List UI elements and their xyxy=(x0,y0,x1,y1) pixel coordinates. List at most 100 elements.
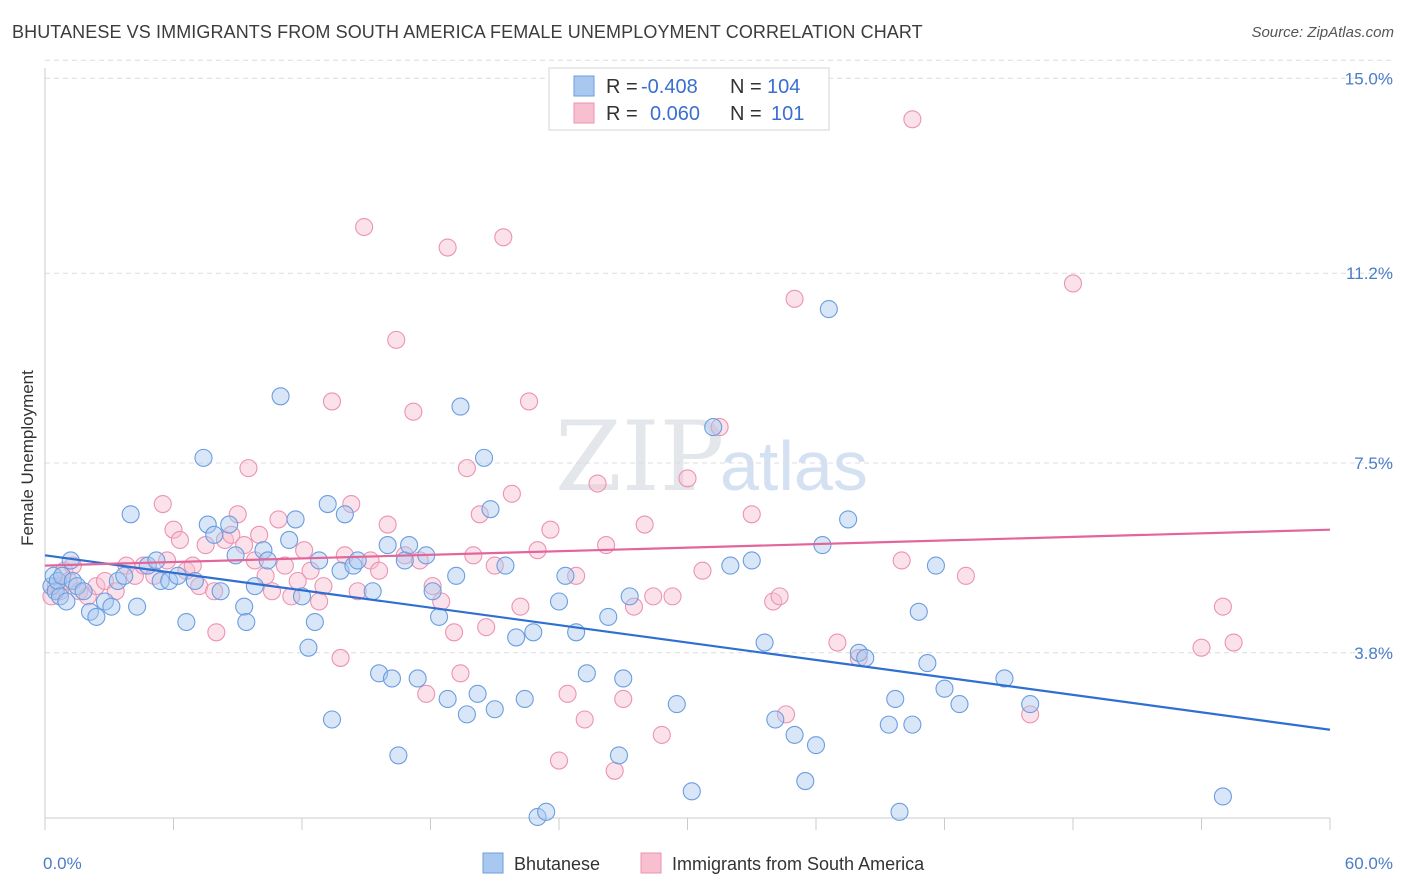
immigrants-point-81 xyxy=(635,515,654,534)
y-tick-label-2: 11.2% xyxy=(1346,264,1393,283)
immigrants-point-24 xyxy=(207,623,226,642)
bhutanese-point-74 xyxy=(537,802,556,821)
bhutanese-point-37 xyxy=(271,387,290,406)
bhutanese-point-64 xyxy=(457,705,476,724)
bhutanese-point-99 xyxy=(886,689,905,709)
immigrants-point-74 xyxy=(567,566,586,585)
bhutanese-point-73 xyxy=(528,807,547,827)
immigrants-point-64 xyxy=(477,618,496,637)
x-tick-label-0: 0.0% xyxy=(43,854,82,873)
axes xyxy=(44,68,1331,830)
bhutanese-point-20 xyxy=(147,551,166,570)
bhutanese-point-50 xyxy=(363,582,382,601)
bhutanese-point-76 xyxy=(556,566,575,585)
immigrants-point-16 xyxy=(158,551,177,570)
immigrants-point-69 xyxy=(519,392,539,411)
bhutanese-point-83 xyxy=(667,695,686,714)
bhutanese-point-23 xyxy=(168,566,187,585)
immigrants-point-87 xyxy=(710,418,729,437)
immigrants-point-102 xyxy=(1224,633,1243,652)
bhutanese-point-90 xyxy=(785,725,804,744)
immigrants-point-95 xyxy=(892,551,911,570)
bhutanese-point-32 xyxy=(235,597,254,616)
bhutanese-point-103 xyxy=(918,654,937,673)
immigrants-point-78 xyxy=(605,761,624,780)
y-tick-labels: 3.8% 7.5% 11.2% 15.0% xyxy=(1345,69,1393,663)
bhutanese-point-82 xyxy=(620,587,639,606)
legend-bottom: Bhutanese Immigrants from South America xyxy=(482,852,925,874)
legend-bottom-label-immigrants: Immigrants from South America xyxy=(672,854,925,874)
immigrants-point-71 xyxy=(541,520,560,539)
immigrants-point-76 xyxy=(588,474,607,493)
immigrants-point-101 xyxy=(1213,597,1232,616)
watermark-zip: ZIP xyxy=(555,401,724,513)
bhutanese-point-66 xyxy=(474,448,494,467)
immigrants-point-46 xyxy=(348,582,367,601)
bhutanese-point-98 xyxy=(879,715,898,734)
bhutanese-point-56 xyxy=(400,536,419,555)
immigrants-point-56 xyxy=(423,577,442,596)
immigrants-point-75 xyxy=(575,710,594,729)
legend-n-label-1: N = xyxy=(730,103,762,125)
bhutanese-point-107 xyxy=(995,669,1014,688)
y-tick-label-0: 3.8% xyxy=(1354,644,1393,663)
immigrants-point-65 xyxy=(485,556,504,575)
legend-top: R = -0.408 N = 104 R = 0.060 N = 101 xyxy=(548,67,830,131)
legend-bottom-swatch-immigrants xyxy=(640,852,662,874)
immigrants-point-70 xyxy=(528,541,547,560)
immigrants-point-58 xyxy=(438,238,457,257)
immigrants-point-23 xyxy=(205,582,224,601)
immigrants-point-91 xyxy=(776,705,796,724)
immigrants-point-83 xyxy=(652,725,671,744)
immigrants-point-41 xyxy=(314,577,333,596)
bhutanese-point-108 xyxy=(1021,695,1040,714)
bhutanese-point-26 xyxy=(194,448,213,467)
immigrants-point-35 xyxy=(275,556,294,575)
bhutanese-point-72 xyxy=(524,623,543,642)
immigrants-point-49 xyxy=(370,561,389,580)
immigrants-point-42 xyxy=(322,392,342,411)
immigrants-point-63 xyxy=(470,505,489,524)
bhutanese-point-94 xyxy=(819,300,838,319)
bhutanese-point-79 xyxy=(599,607,618,626)
bhutanese-point-59 xyxy=(423,582,442,601)
immigrants-point-66 xyxy=(494,228,513,247)
immigrants-trend-line xyxy=(44,528,1331,567)
immigrants-point-97 xyxy=(956,566,975,585)
bhutanese-point-52 xyxy=(378,536,397,555)
x-tick-labels: 0.0% 60.0% xyxy=(43,854,1393,873)
legend-n-value-0: 104 xyxy=(767,76,800,98)
bhutanese-point-34 xyxy=(245,577,264,596)
bhutanese-point-60 xyxy=(430,607,449,626)
bhutanese-trend-line xyxy=(44,554,1331,731)
bhutanese-point-42 xyxy=(305,612,324,632)
bhutanese-point-105 xyxy=(935,679,954,698)
legend-n-label-0: N = xyxy=(730,76,762,98)
immigrants-point-50 xyxy=(378,515,397,534)
immigrants-point-92 xyxy=(785,289,804,308)
immigrants-point-88 xyxy=(742,505,761,524)
bhutanese-point-12 xyxy=(87,607,106,626)
bhutanese-point-43 xyxy=(310,551,329,570)
immigrants-point-84 xyxy=(663,587,682,606)
immigrants-point-82 xyxy=(644,587,663,606)
bhutanese-point-67 xyxy=(481,500,500,519)
legend-bottom-label-bhutanese: Bhutanese xyxy=(514,854,600,874)
bhutanese-point-30 xyxy=(220,515,239,534)
y-axis-label-group: Female Unemployment xyxy=(18,370,37,546)
bhutanese-point-14 xyxy=(102,597,121,616)
immigrants-point-20 xyxy=(183,556,202,575)
bhutanese-point-40 xyxy=(292,587,312,606)
bhutanese-point-100 xyxy=(890,802,909,821)
bhutanese-point-104 xyxy=(926,556,945,575)
bhutanese-point-87 xyxy=(742,551,761,570)
bhutanese-point-97 xyxy=(856,648,875,667)
immigrants-point-62 xyxy=(464,546,483,565)
bhutanese-point-53 xyxy=(382,669,402,688)
bhutanese-point-45 xyxy=(322,710,342,729)
immigrants-point-86 xyxy=(693,561,712,580)
legend-n-value-1: 101 xyxy=(771,103,804,125)
immigrants-point-96 xyxy=(903,110,922,129)
bhutanese-point-95 xyxy=(839,510,858,529)
bhutanese-point-27 xyxy=(198,515,217,534)
